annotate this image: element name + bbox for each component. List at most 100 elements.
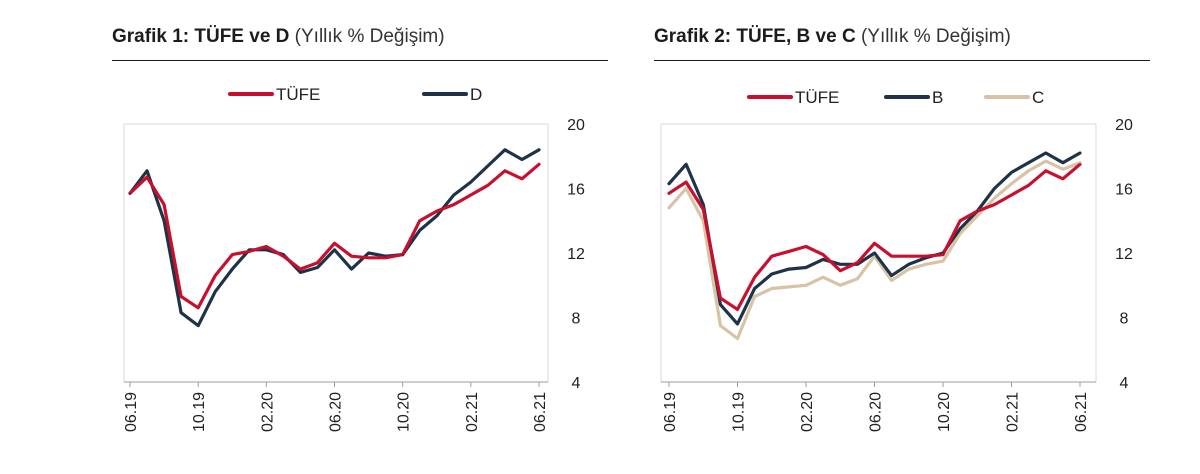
data-point-s1	[1010, 171, 1013, 174]
data-point-s0	[1027, 184, 1030, 187]
data-point-s0	[1079, 163, 1081, 166]
data-point-s2	[685, 187, 687, 190]
chart-title-1: Grafik 1: TÜFE ve D (Yıllık % Değişim)	[112, 26, 445, 48]
data-point-s2	[1044, 160, 1047, 162]
data-point-s0	[231, 253, 234, 256]
x-tick-label: 06.21	[1073, 392, 1090, 432]
x-tick-label: 06.19	[123, 392, 140, 432]
data-point-s0	[299, 268, 302, 270]
data-point-s2	[805, 284, 807, 287]
chart-panel-2: Grafik 2: TÜFE, B ve C (Yıllık % Değişim…	[654, 0, 1154, 474]
data-point-s2	[890, 279, 893, 282]
y-tick-label: 20	[567, 117, 585, 134]
x-tick-label: 06.19	[662, 392, 679, 432]
data-point-s2	[770, 287, 773, 290]
data-point-s0	[248, 250, 251, 253]
data-point-s1	[248, 248, 251, 251]
y-tick-label: 4	[572, 375, 581, 392]
data-point-s0	[685, 181, 687, 183]
data-point-s1	[736, 323, 739, 325]
data-point-s1	[367, 252, 370, 254]
data-point-s0	[384, 257, 387, 259]
data-point-s1	[873, 252, 876, 254]
y-tick-label: 20	[1115, 117, 1133, 134]
x-tick-label: 10.20	[396, 392, 413, 432]
line-chart-2: 4 8 12 16 20 06.19 10.19 02.20 06.20 10.20 02.21 06…	[660, 88, 1133, 432]
data-point-s1	[401, 253, 404, 256]
x-tick-label: 02.20	[799, 392, 816, 432]
data-point-s0	[350, 255, 353, 258]
data-point-s0	[470, 194, 472, 196]
data-point-s2	[873, 255, 876, 258]
data-point-s1	[1079, 152, 1081, 154]
data-point-s0	[788, 250, 790, 253]
data-point-s1	[504, 149, 506, 151]
data-point-s1	[265, 248, 268, 251]
data-point-s0	[1044, 169, 1047, 172]
data-point-s0	[890, 255, 893, 258]
chart-title-2: Grafik 2: TÜFE, B ve C (Yıllık % Değişim…	[654, 26, 1011, 48]
data-point-s0	[856, 261, 859, 264]
x-tick-label: 02.20	[259, 392, 276, 432]
data-point-s0	[839, 269, 842, 272]
data-point-s0	[180, 295, 182, 298]
data-point-s0	[521, 178, 523, 180]
data-point-s0	[418, 219, 421, 222]
data-point-s2	[822, 276, 824, 278]
x-tick-label: 10.19	[731, 392, 748, 432]
data-point-s0	[925, 255, 927, 258]
legend-label-0: TÜFE	[795, 88, 839, 107]
data-point-s2	[788, 286, 790, 288]
data-point-s0	[282, 255, 285, 258]
data-point-s0	[265, 245, 268, 248]
data-point-s0	[163, 203, 165, 206]
data-point-s1	[719, 303, 722, 306]
data-point-s0	[435, 210, 438, 212]
line-chart-1: 4 8 12 16 20 06.19 10.19 02.20 06.20 10.20 02.21 06…	[123, 85, 585, 432]
data-point-s1	[959, 228, 961, 230]
data-point-s0	[197, 307, 199, 309]
data-point-s1	[685, 163, 687, 166]
data-point-s1	[942, 252, 944, 254]
data-point-s1	[487, 165, 489, 167]
data-point-s1	[470, 181, 472, 183]
data-point-s1	[702, 203, 705, 206]
data-point-s0	[1062, 178, 1064, 180]
data-point-s0	[959, 219, 961, 222]
data-point-s1	[435, 215, 438, 217]
data-point-s1	[299, 271, 302, 274]
data-point-s1	[350, 268, 353, 270]
y-tick-label: 8	[572, 311, 581, 328]
title-rule-2	[654, 60, 1150, 61]
data-point-s1	[925, 257, 927, 259]
data-point-s0	[214, 274, 217, 277]
data-point-s0	[993, 203, 996, 206]
data-point-s2	[959, 232, 961, 235]
data-point-s1	[753, 287, 756, 290]
y-tick-label: 8	[1120, 311, 1129, 328]
x-tick-label: 06.20	[328, 392, 345, 432]
title-rule-1	[112, 60, 608, 61]
data-point-s1	[418, 229, 421, 232]
y-tick-label: 16	[1115, 182, 1133, 199]
data-point-s0	[805, 245, 807, 248]
data-point-s2	[1062, 168, 1064, 170]
data-point-s1	[1027, 161, 1030, 164]
data-point-s1	[890, 274, 893, 277]
data-point-s1	[822, 258, 824, 261]
legend-label-1: D	[470, 85, 482, 104]
data-point-s0	[822, 253, 824, 256]
data-point-s1	[197, 324, 199, 327]
data-point-s0	[316, 261, 319, 264]
data-point-s2	[1079, 161, 1081, 164]
data-point-s0	[719, 297, 722, 299]
chart-title-2-main: Grafik 2: TÜFE, B ve C	[654, 26, 856, 47]
chart-title-1-main: Grafik 1: TÜFE ve D	[112, 26, 290, 47]
data-point-s1	[538, 149, 540, 151]
data-point-s2	[1027, 169, 1030, 172]
data-point-s1	[146, 169, 148, 172]
data-point-s1	[521, 158, 523, 161]
data-point-s2	[925, 263, 927, 266]
data-point-s1	[231, 268, 234, 270]
data-point-s1	[993, 187, 996, 190]
